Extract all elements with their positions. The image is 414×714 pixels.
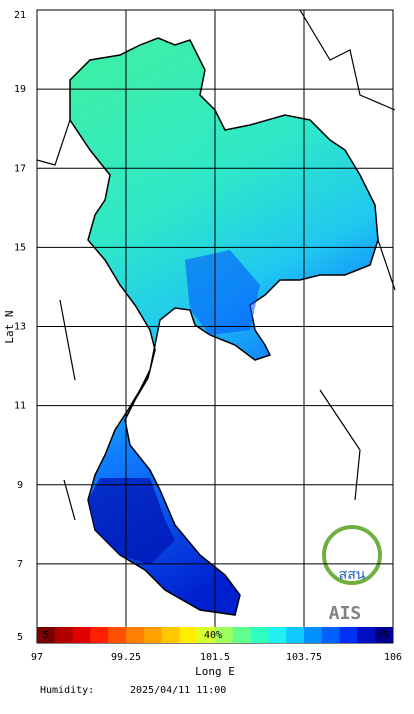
- y-tick-label: 11: [14, 401, 26, 412]
- y-tick-label: 7: [17, 559, 23, 570]
- colorbar-segment: [268, 627, 287, 643]
- colorbar-segment: [357, 627, 376, 643]
- logo-text: สสน: [339, 567, 366, 583]
- colorbar-segment: [126, 627, 145, 643]
- y-axis-label: Lat N: [3, 310, 16, 343]
- y-tick-label: 17: [14, 163, 26, 174]
- y-tick-label: 13: [14, 322, 26, 333]
- colorbar-segment: [375, 627, 394, 643]
- logo: สสน AIS: [322, 525, 382, 624]
- colorbar-segment: [215, 627, 234, 643]
- humid-zone: [185, 250, 260, 335]
- colorbar-segment: [321, 627, 341, 643]
- colorbar-segment: [179, 627, 198, 643]
- x-tick-label: 99.25: [111, 652, 141, 663]
- border: [36, 9, 396, 521]
- x-tick-label: 101.5: [200, 652, 230, 663]
- colorbar-segment: [197, 627, 216, 643]
- colorbar-segment: [232, 627, 252, 643]
- colorbar-segment: [143, 627, 163, 643]
- x-tick-label: 106: [384, 652, 402, 663]
- colorbar-segment: [286, 627, 305, 643]
- colorbar-segment: [72, 627, 91, 643]
- colorbar-segment: [37, 627, 56, 643]
- colorbar-segment: [108, 627, 127, 643]
- colorbar-segment: [339, 627, 358, 643]
- x-axis-label: Long E: [195, 665, 235, 678]
- colorbar-segment: [90, 627, 109, 643]
- y-tick-label: 19: [14, 84, 26, 95]
- colorbar-label: 40%: [204, 630, 222, 641]
- x-tick-label: 103.75: [286, 652, 322, 663]
- colorbar-segment: [304, 627, 323, 643]
- y-tick-label: 9: [17, 480, 23, 491]
- humid-zone: [88, 478, 175, 565]
- x-tick-label: 97: [31, 652, 43, 663]
- colorbar-segment: [161, 627, 180, 643]
- colorbar-segment: [54, 627, 74, 643]
- logo-text: AIS: [329, 603, 362, 624]
- timestamp: 2025/04/11 11:00: [130, 685, 226, 696]
- colorbar-label: 5: [43, 630, 49, 641]
- footer-label: Humidity:: [40, 685, 94, 696]
- colorbar-segment: [250, 627, 269, 643]
- y-tick-label: 5: [17, 632, 23, 643]
- y-tick-label: 15: [14, 242, 26, 253]
- y-tick-label: 21: [14, 10, 26, 21]
- colorbar-label: 95: [377, 630, 389, 641]
